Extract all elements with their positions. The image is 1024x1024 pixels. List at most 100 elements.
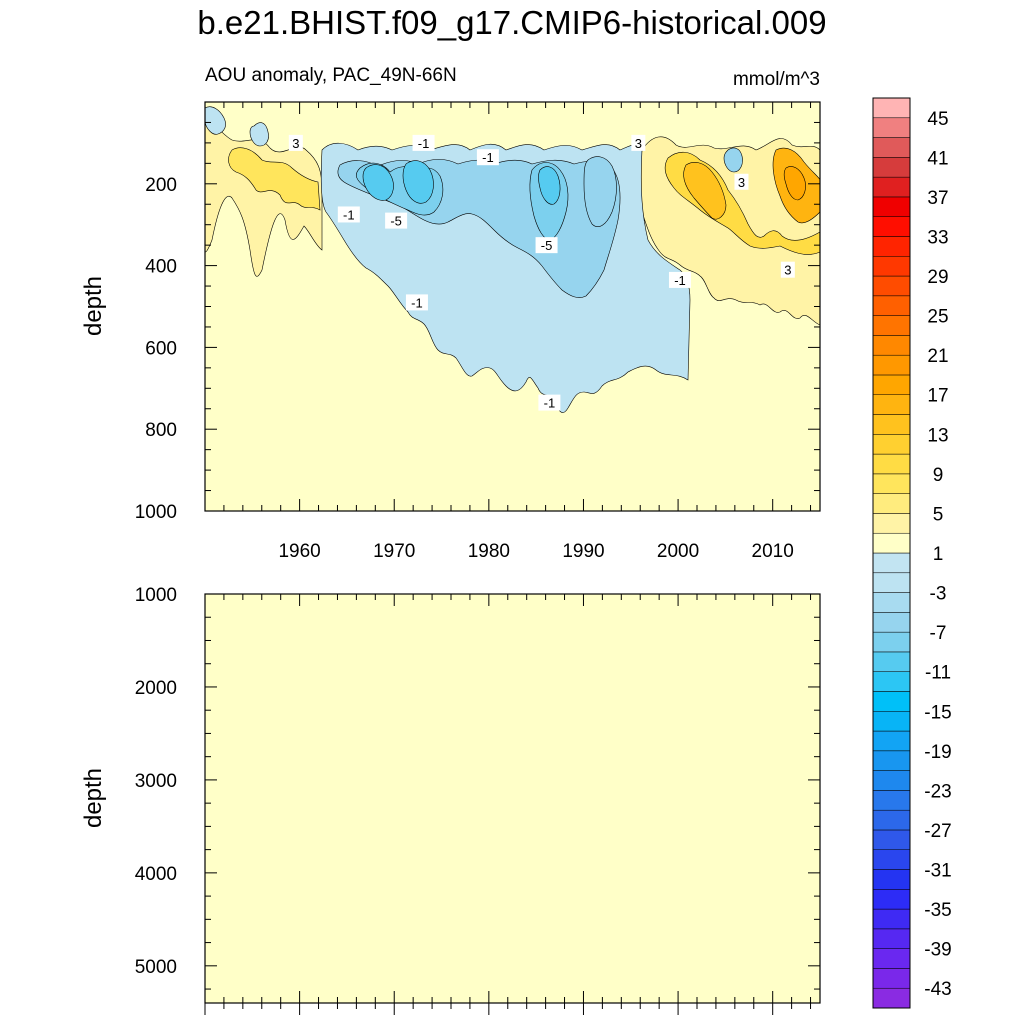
contour-label-bg (288, 134, 303, 151)
x-tick-label: 2000 (657, 541, 699, 562)
lower-panel-frame (204, 593, 821, 1004)
lower-ylabel: depth (80, 768, 107, 828)
colorbar-box (872, 216, 911, 237)
colorbar-box (872, 948, 911, 969)
colorbar-box (872, 592, 911, 613)
y-tick-label: 1000 (135, 502, 177, 523)
contour-label-bg (412, 134, 435, 151)
colorbar-label: -43 (924, 979, 951, 1000)
positive-anomaly-core-east-a (683, 162, 727, 220)
y-tick-label: 4000 (135, 864, 177, 885)
colorbar-box (872, 97, 911, 119)
colorbar-box (872, 493, 911, 514)
colorbar-box (872, 829, 911, 850)
upper-depth-panel: 3 -1 -1 -1 -5 -5 -1 -1 3 3 -1 3 1960 1970 1980 1990 200… (80, 101, 821, 562)
contour-label-bg (405, 294, 428, 311)
colorbar-box (872, 631, 911, 653)
colorbar-label: -11 (925, 663, 951, 684)
colorbar-box (872, 869, 911, 890)
colorbar-box (872, 374, 911, 395)
colorbar-box (872, 256, 911, 277)
colorbar-box (872, 750, 911, 771)
colorbar-box (872, 196, 911, 217)
contour-label: -5 (541, 238, 553, 253)
lower-y-axis: 1000 2000 3000 4000 5000 (135, 585, 820, 990)
contour-label: 3 (784, 263, 791, 278)
contour-label-bg (476, 149, 499, 166)
colorbar-label: -31 (924, 861, 951, 882)
colorbar-box (872, 928, 911, 949)
y-tick-label: 5000 (135, 957, 177, 978)
colorbar-box (872, 453, 911, 475)
negative-anomaly-peak-b (402, 160, 434, 204)
upper-contour-labels: 3 -1 -1 -1 -5 -5 -1 -1 3 3 -1 3 (288, 134, 795, 411)
colorbar-label: -3 (930, 584, 947, 605)
contour-label: 3 (292, 136, 299, 151)
colorbar-label: 21 (927, 346, 948, 367)
colorbar-box (872, 968, 911, 989)
contour-label: -1 (343, 207, 355, 222)
colorbar-box (872, 473, 911, 494)
contour-label: -1 (482, 150, 494, 165)
colorbar-box (872, 335, 911, 356)
left-subtitle: AOU anomaly, PAC_49N-66N (205, 65, 457, 86)
contour-label-bg (668, 271, 691, 288)
colorbar-box (872, 275, 911, 297)
contour-label: -1 (544, 396, 556, 411)
y-tick-label: 800 (145, 420, 177, 441)
contour-label-bg (535, 237, 558, 254)
lower-x-axis (204, 594, 812, 1015)
y-tick-label: 200 (145, 175, 177, 196)
negative-anomaly-east-spot (723, 147, 743, 173)
colorbar-box (872, 770, 911, 791)
colorbar-box (872, 691, 911, 712)
colorbar-box (872, 849, 911, 870)
colorbar-box (872, 532, 911, 554)
colorbar-box (872, 790, 911, 811)
colorbar-label: 13 (927, 425, 948, 446)
figure-title: b.e21.BHIST.f09_g17.CMIP6-historical.009 (197, 4, 826, 41)
colorbar-label: 17 (927, 386, 948, 407)
colorbar-label: 25 (927, 307, 948, 328)
positive-anomaly-core-west (228, 147, 321, 211)
colorbar-box (872, 176, 911, 198)
colorbar-box (872, 552, 911, 574)
contour-label: -1 (674, 273, 686, 288)
colorbar-box (872, 236, 911, 257)
lower-panel-background (205, 594, 820, 1003)
contour-label: 3 (635, 136, 642, 151)
x-tick-label: 1970 (373, 541, 415, 562)
colorbar-label: 37 (927, 188, 948, 209)
upper-panel-contour-fills (204, 106, 821, 413)
upper-x-axis: 1960 1970 1980 1990 2000 2010 (204, 102, 812, 562)
colorbar-box (872, 354, 911, 376)
units-label: mmol/m^3 (733, 69, 820, 90)
colorbar-label: -27 (924, 821, 951, 842)
colorbar-label: 45 (927, 109, 948, 130)
contour-label-bg (734, 173, 749, 190)
colorbar-label: -23 (924, 781, 951, 802)
contour-label-bg (631, 134, 646, 151)
contour-label: -1 (411, 295, 423, 310)
colorbar-box (872, 908, 911, 930)
colorbar-box (872, 414, 911, 435)
colorbar-box (872, 612, 911, 633)
colorbar-label: 1 (933, 544, 944, 565)
colorbar-label: -39 (924, 940, 951, 961)
colorbar-box (872, 117, 911, 138)
x-tick-label: 1980 (468, 541, 510, 562)
colorbar-label: -19 (924, 742, 951, 763)
colorbar-box (872, 315, 911, 336)
colorbar-box (872, 809, 911, 831)
colorbar-label: 9 (933, 465, 944, 486)
y-tick-label: 400 (145, 257, 177, 278)
x-tick-label: 1990 (562, 541, 604, 562)
colorbar-box (872, 730, 911, 752)
colorbar-box (872, 671, 911, 692)
colorbar-box (872, 711, 911, 732)
colorbar-label: -35 (924, 900, 951, 921)
negative-anomaly-peak-c (538, 166, 561, 205)
colorbar-box (872, 157, 911, 178)
x-tick-label: 2010 (752, 541, 794, 562)
